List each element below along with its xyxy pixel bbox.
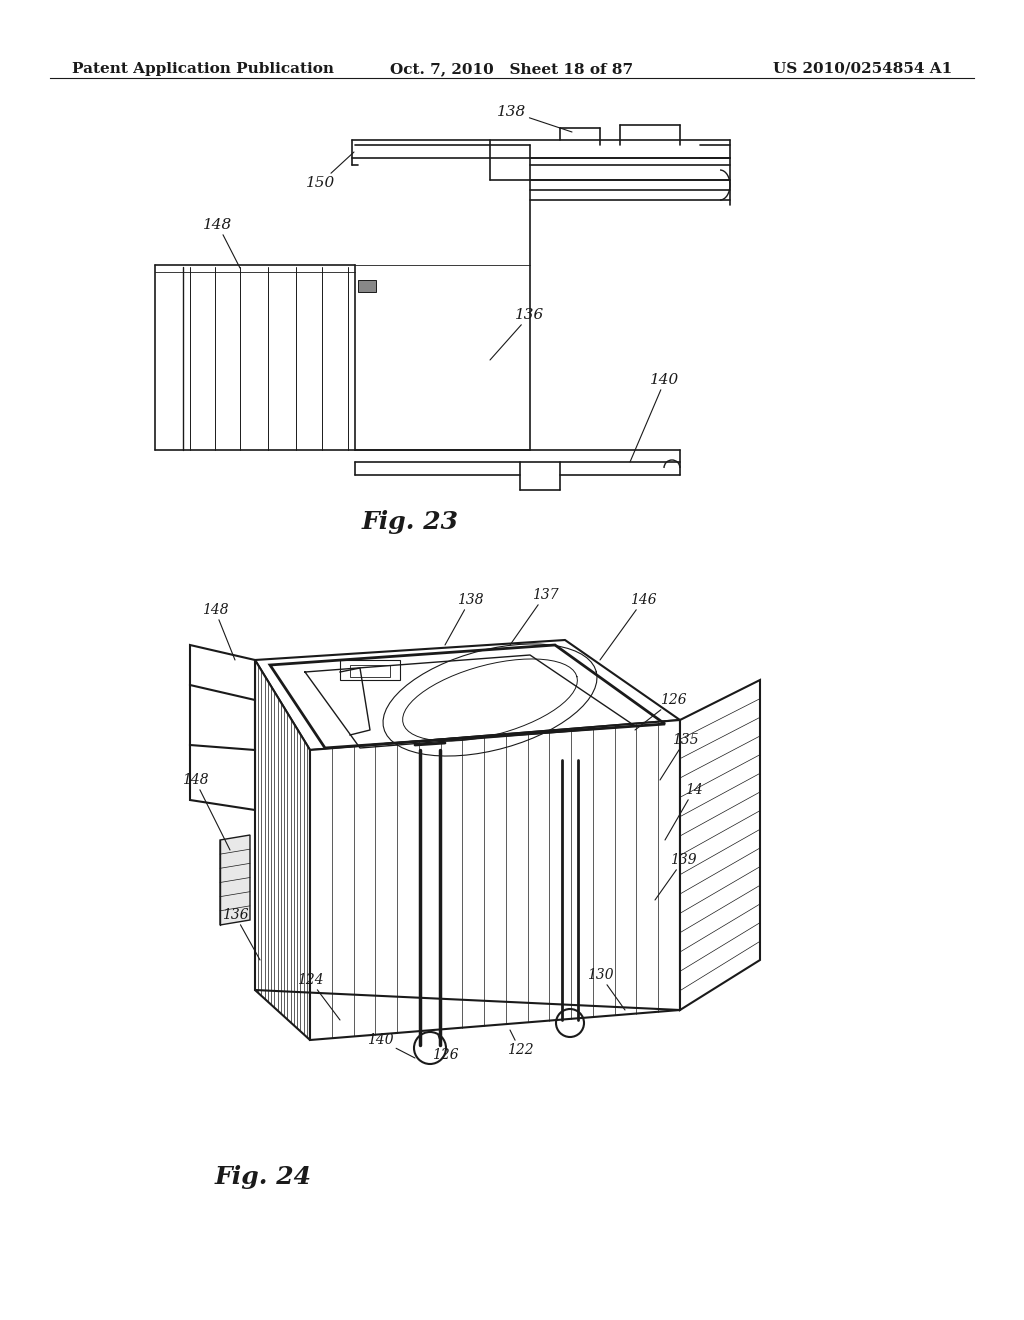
Bar xyxy=(350,665,390,677)
Text: 140: 140 xyxy=(630,374,680,462)
Text: 150: 150 xyxy=(306,152,354,190)
Text: 14: 14 xyxy=(665,783,702,840)
Text: 139: 139 xyxy=(655,853,696,900)
Bar xyxy=(340,660,400,680)
Text: 148: 148 xyxy=(204,218,240,268)
Polygon shape xyxy=(680,680,760,1010)
Text: Oct. 7, 2010   Sheet 18 of 87: Oct. 7, 2010 Sheet 18 of 87 xyxy=(390,62,634,77)
Polygon shape xyxy=(220,836,250,925)
Text: Fig. 24: Fig. 24 xyxy=(215,1166,312,1189)
Text: 122: 122 xyxy=(507,1030,534,1057)
Text: 140: 140 xyxy=(367,1034,415,1059)
Text: 138: 138 xyxy=(445,593,483,645)
Text: 137: 137 xyxy=(510,587,558,645)
Polygon shape xyxy=(190,744,255,810)
Polygon shape xyxy=(255,660,310,1040)
Text: 136: 136 xyxy=(221,908,260,960)
Text: 124: 124 xyxy=(297,973,340,1020)
Text: Fig. 23: Fig. 23 xyxy=(361,510,459,535)
Text: 146: 146 xyxy=(600,593,656,660)
Text: 135: 135 xyxy=(660,733,698,780)
Polygon shape xyxy=(190,645,255,700)
Text: 130: 130 xyxy=(587,968,625,1010)
Polygon shape xyxy=(310,719,680,1040)
Bar xyxy=(358,280,376,292)
Text: Patent Application Publication: Patent Application Publication xyxy=(72,62,334,77)
Text: 136: 136 xyxy=(490,308,545,360)
Text: 148: 148 xyxy=(181,774,230,850)
Polygon shape xyxy=(255,640,680,750)
Text: 138: 138 xyxy=(498,106,572,132)
Text: 126: 126 xyxy=(635,693,687,730)
Text: 148: 148 xyxy=(202,603,234,660)
Text: US 2010/0254854 A1: US 2010/0254854 A1 xyxy=(773,62,952,77)
Text: 126: 126 xyxy=(432,1035,459,1063)
